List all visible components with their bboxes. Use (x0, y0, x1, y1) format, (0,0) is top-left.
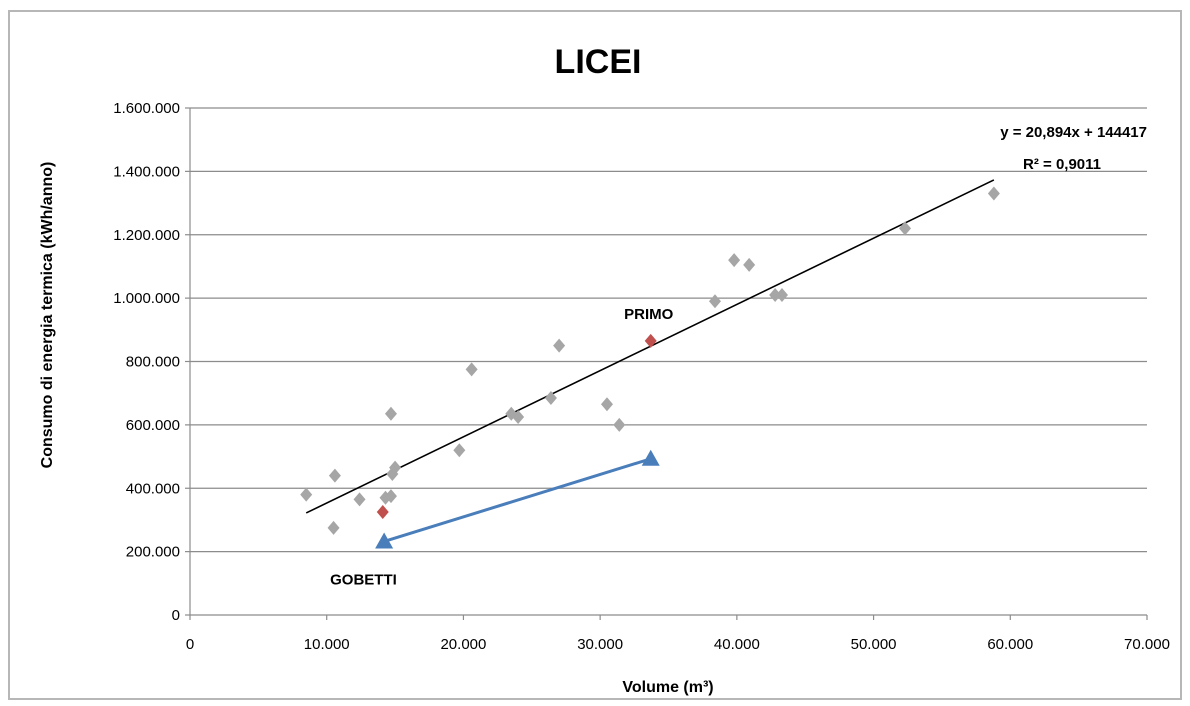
data-point-diamond (613, 417, 626, 432)
data-point-diamond (353, 492, 366, 507)
data-point-diamond (300, 487, 313, 502)
data-point-diamond (384, 406, 397, 421)
data-point-diamond (376, 505, 389, 520)
trendline-r-squared: R² = 0,9011 (1023, 156, 1101, 173)
data-point-diamond (389, 460, 402, 475)
data-point-diamond (384, 489, 397, 504)
axes (185, 107, 1148, 620)
y-tick-label: 1.600.000 (113, 100, 180, 117)
y-tick-label: 400.000 (126, 480, 180, 497)
series-layer (300, 186, 1000, 549)
y-tick-label: 0 (172, 607, 180, 624)
data-point-diamond (728, 253, 741, 268)
y-tick-labels: 0 200.000 400.000 600.000 800.000 1.000.000 1.… (113, 100, 180, 624)
data-point-diamond (775, 287, 788, 302)
data-point-triangle (641, 449, 660, 466)
x-tick-label: 60.000 (987, 636, 1033, 653)
x-tick-label: 70.000 (1124, 636, 1170, 653)
chart-frame (8, 10, 1182, 700)
trendline-equation: y = 20,894x + 144417 (1000, 124, 1147, 141)
y-tick-label: 1.400.000 (113, 163, 180, 180)
x-tick-labels: 0 10.000 20.000 30.000 40.000 50.000 60.000 70.… (186, 636, 1170, 653)
data-point-diamond (512, 409, 525, 424)
y-tick-label: 200.000 (126, 544, 180, 561)
data-point-diamond (465, 362, 478, 377)
gridlines (190, 107, 1147, 553)
y-tick-label: 800.000 (126, 354, 180, 371)
data-point-diamond (328, 468, 341, 483)
data-point-diamond (327, 520, 340, 535)
x-tick-label: 10.000 (304, 636, 350, 653)
x-tick-label: 30.000 (577, 636, 623, 653)
x-tick-label: 40.000 (714, 636, 760, 653)
y-tick-label: 1.000.000 (113, 290, 180, 307)
y-tick-label: 1.200.000 (113, 227, 180, 244)
data-point-diamond (899, 221, 912, 236)
x-axis-title: Volume (m³) (622, 679, 713, 696)
data-point-diamond (743, 257, 756, 272)
annotations: PRIMO GOBETTI (330, 306, 674, 589)
point-annotation: GOBETTI (330, 571, 397, 588)
data-point-diamond (544, 390, 557, 405)
x-tick-label: 0 (186, 636, 194, 653)
chart-title: LICEI (555, 43, 642, 81)
data-point-diamond (644, 333, 657, 348)
data-point-diamond (553, 338, 566, 353)
y-axis-title: Consumo di energia termica (kWh/anno) (39, 162, 56, 469)
data-point-diamond (600, 397, 613, 412)
y-tick-label: 600.000 (126, 417, 180, 434)
data-point-diamond (708, 294, 721, 309)
point-annotation: PRIMO (624, 306, 674, 323)
data-point-diamond (987, 186, 1000, 201)
x-tick-label: 20.000 (440, 636, 486, 653)
data-point-triangle (375, 532, 394, 549)
series-line (383, 457, 652, 543)
data-point-diamond (453, 443, 466, 458)
data-point-diamond (769, 287, 782, 302)
x-tick-label: 50.000 (851, 636, 897, 653)
